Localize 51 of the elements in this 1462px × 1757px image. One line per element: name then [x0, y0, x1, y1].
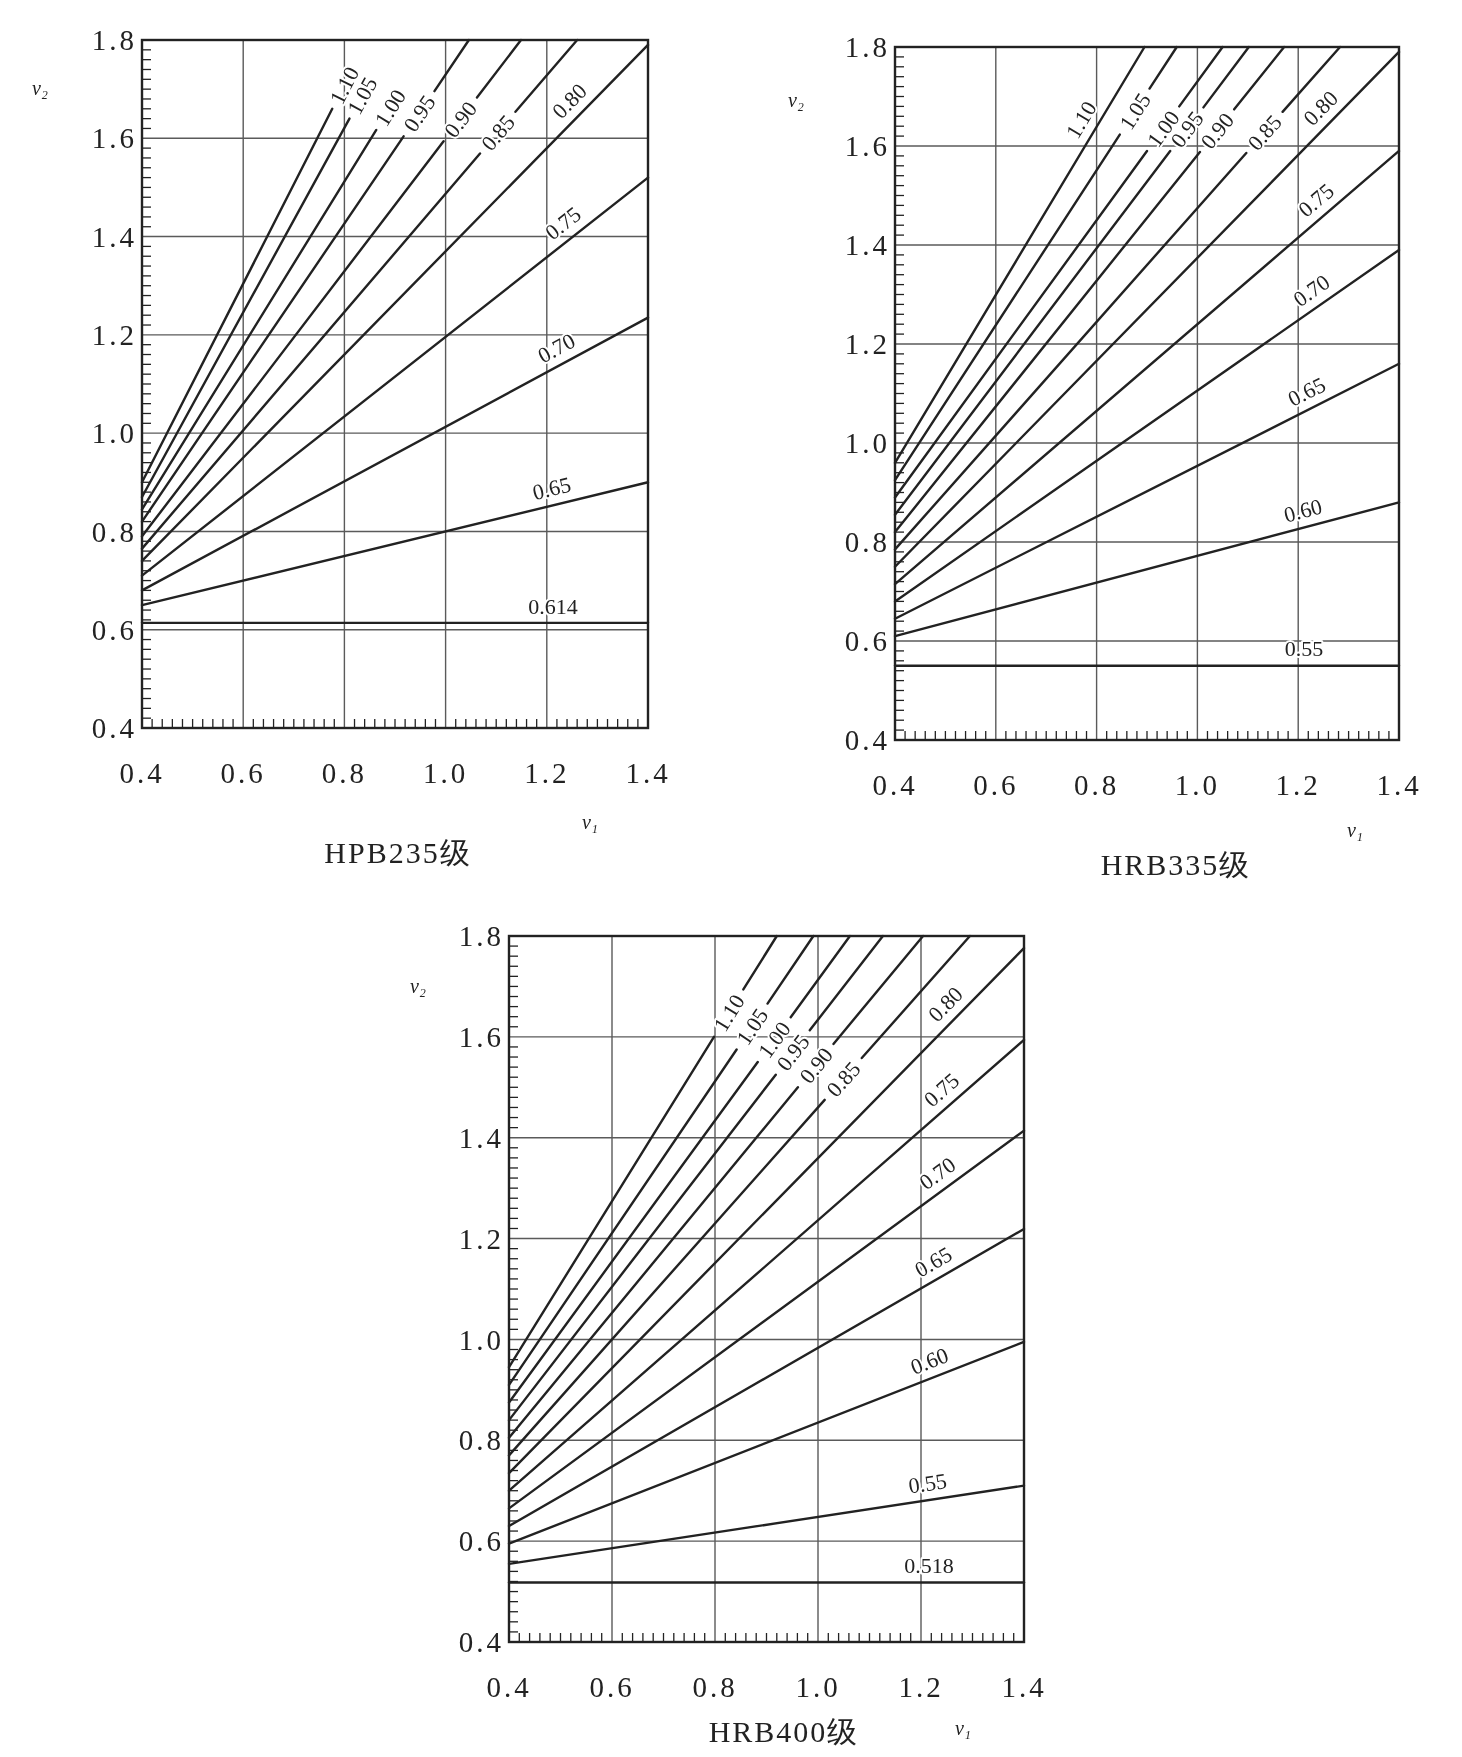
y-axis-title: ν₂: [32, 77, 48, 99]
x-tick-label: 1.4: [1376, 769, 1422, 802]
y-tick-label: 0.8: [458, 1424, 504, 1457]
y-tick-label: 1.4: [458, 1121, 504, 1154]
y-tick-label: 1.6: [91, 122, 137, 155]
x-tick-label: 0.4: [486, 1671, 532, 1704]
y-tick-label: 1.6: [844, 130, 890, 163]
x-tick-label: 0.4: [872, 769, 918, 802]
x-tick-label: 1.0: [422, 757, 469, 790]
y-tick-label: 0.4: [844, 724, 890, 757]
x-tick-label: 1.2: [1275, 769, 1321, 802]
x-tick-label: 0.8: [1073, 769, 1120, 802]
text: HRB400级: [708, 1714, 860, 1748]
x-tick-label: 0.6: [220, 757, 266, 790]
y-tick-label: 0.8: [844, 526, 890, 559]
x-tick-label: 1.4: [1001, 1671, 1047, 1704]
y-tick-label: 1.0: [91, 417, 137, 450]
y-tick-label: 1.8: [458, 920, 504, 953]
text: HPB235级: [324, 835, 472, 869]
y-tick-label: 1.6: [458, 1021, 504, 1054]
y-tick-label: 0.6: [458, 1525, 504, 1558]
y-tick-label: 1.4: [844, 229, 890, 262]
y-tick-label: 0.4: [458, 1626, 504, 1659]
x-tick-label: 1.0: [1174, 769, 1221, 802]
y-tick-label: 1.0: [844, 427, 890, 460]
y-tick-label: 0.6: [91, 613, 137, 646]
x-axis-title: ν₁: [955, 1717, 971, 1739]
y-tick-label: 0.6: [844, 625, 890, 658]
x-tick-label: 1.2: [898, 1671, 944, 1704]
x-axis-title: ν₁: [582, 811, 598, 833]
x-tick-label: 0.4: [119, 757, 165, 790]
x-tick-label: 0.8: [692, 1671, 738, 1704]
y-tick-label: 1.0: [458, 1323, 504, 1356]
y-axis-title: ν₂: [410, 975, 426, 997]
x-tick-label: 1.0: [795, 1671, 841, 1704]
y-tick-label: 1.2: [458, 1222, 504, 1255]
x-tick-label: 0.6: [973, 769, 1019, 802]
x-tick-label: 1.4: [625, 757, 671, 790]
y-axis-title: ν₂: [788, 89, 804, 111]
y-tick-label: 0.4: [91, 712, 137, 745]
y-tick-label: 1.4: [91, 220, 137, 253]
text: HRB335级: [1100, 847, 1252, 881]
x-axis-title: ν₁: [1347, 819, 1363, 841]
y-tick-label: 0.8: [91, 515, 137, 548]
y-tick-label: 1.8: [844, 31, 890, 64]
y-tick-label: 1.8: [91, 24, 137, 57]
y-tick-label: 1.2: [844, 328, 890, 361]
x-tick-label: 0.8: [321, 757, 368, 790]
x-tick-label: 1.2: [524, 757, 570, 790]
x-tick-label: 0.6: [589, 1671, 635, 1704]
y-tick-label: 1.2: [91, 319, 137, 352]
